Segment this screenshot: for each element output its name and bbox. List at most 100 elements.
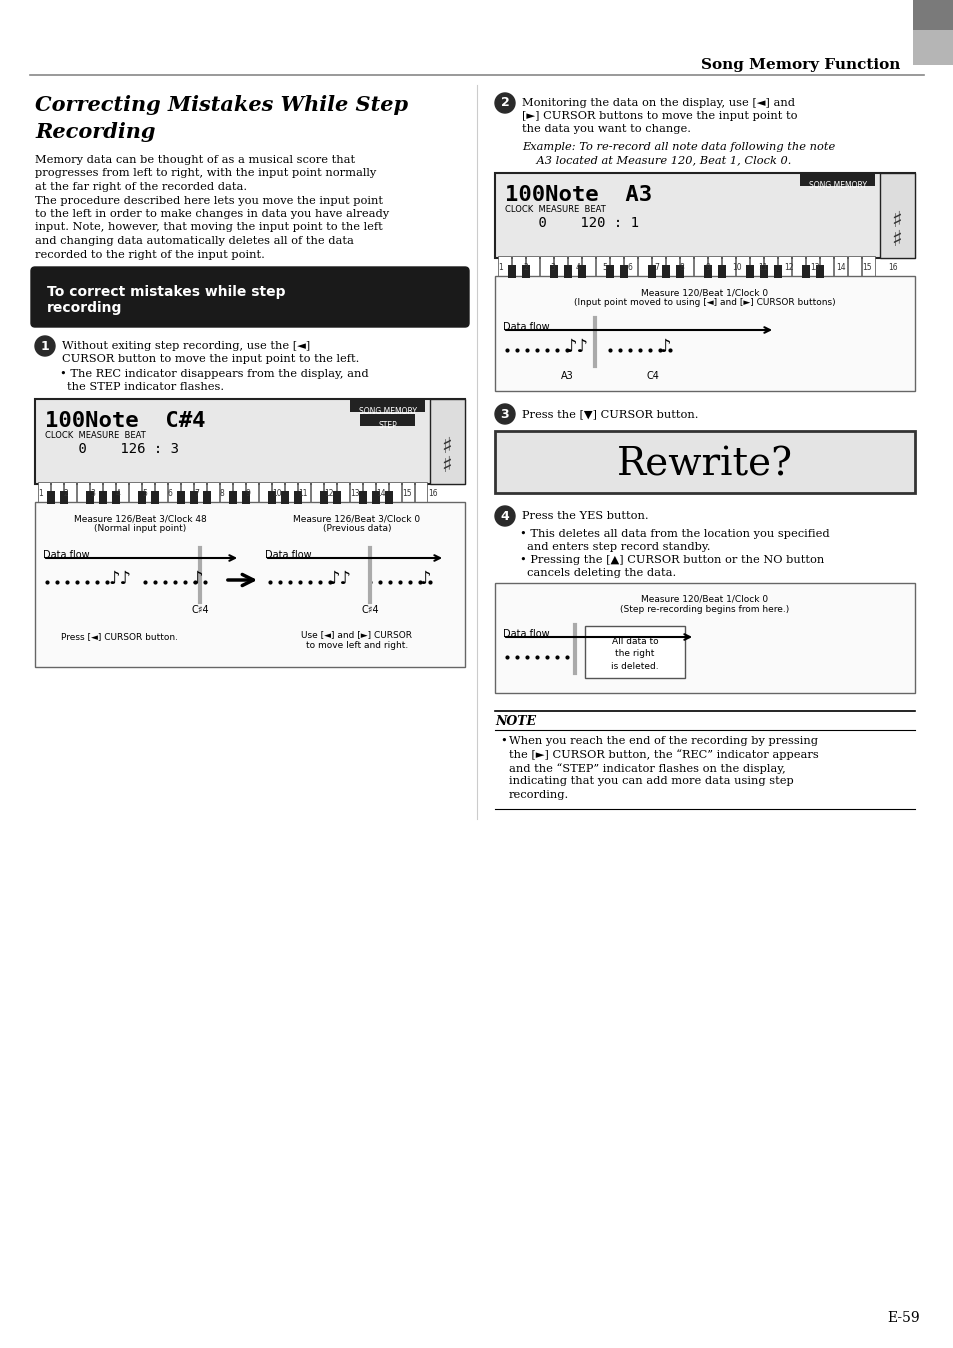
Bar (820, 256, 832, 278)
Bar (103, 483, 115, 504)
Circle shape (495, 506, 515, 526)
Text: ♯: ♯ (891, 231, 902, 249)
Bar (760, 266, 767, 278)
Text: 3: 3 (550, 263, 555, 272)
Bar (151, 491, 159, 504)
Text: The procedure described here lets you move the input point: The procedure described here lets you mo… (35, 195, 382, 205)
Bar (495, 582, 914, 693)
Text: 16: 16 (428, 489, 437, 497)
Bar (363, 483, 375, 504)
Bar (507, 266, 516, 278)
Bar (679, 256, 692, 278)
Text: to the left in order to make changes in data you have already: to the left in order to make changes in … (35, 209, 389, 218)
Text: E-59: E-59 (886, 1312, 919, 1325)
Bar (581, 256, 595, 278)
Text: C♯4: C♯4 (191, 605, 209, 615)
Text: 0    120 : 1: 0 120 : 1 (504, 216, 639, 231)
Text: Song Memory Function: Song Memory Function (700, 58, 899, 71)
Bar (749, 256, 762, 278)
Text: Press the YES button.: Press the YES button. (521, 511, 648, 520)
Text: C♯4: C♯4 (361, 605, 378, 615)
Bar (99, 491, 107, 504)
Bar (389, 483, 400, 504)
Text: [►] CURSOR buttons to move the input point to: [►] CURSOR buttons to move the input poi… (521, 111, 797, 121)
Bar (661, 266, 669, 278)
Text: • The REC indicator disappears from the display, and: • The REC indicator disappears from the … (60, 369, 368, 379)
Text: 100Note  C#4: 100Note C#4 (45, 411, 205, 431)
Text: CLOCK  MEASURE  BEAT: CLOCK MEASURE BEAT (504, 205, 605, 214)
Bar (177, 491, 185, 504)
Text: progresses from left to right, with the input point normally: progresses from left to right, with the … (35, 168, 375, 178)
Bar (207, 483, 219, 504)
Text: When you reach the end of the recording by pressing: When you reach the end of the recording … (509, 736, 817, 745)
Bar (693, 256, 706, 278)
Text: Rewrite?: Rewrite? (617, 446, 792, 484)
Text: • This deletes all data from the location you specified: • This deletes all data from the locatio… (519, 528, 829, 539)
Bar (495, 276, 914, 391)
Text: at the far right of the recorded data.: at the far right of the recorded data. (35, 182, 247, 191)
Bar (181, 483, 193, 504)
Text: 14: 14 (835, 263, 844, 272)
Bar (495, 431, 914, 493)
Bar (190, 491, 198, 504)
Bar (154, 483, 167, 504)
Bar (665, 256, 679, 278)
Text: ♪♪: ♪♪ (565, 338, 588, 356)
Bar (242, 491, 250, 504)
Text: the [►] CURSOR button, the “REC” indicator appears: the [►] CURSOR button, the “REC” indicat… (509, 749, 818, 760)
Bar (258, 483, 271, 504)
Text: the data you want to change.: the data you want to change. (521, 124, 690, 133)
Text: Measure 126/Beat 3/Clock 48: Measure 126/Beat 3/Clock 48 (73, 514, 206, 523)
Bar (401, 483, 414, 504)
Text: SONG MEMORY: SONG MEMORY (358, 407, 416, 417)
Bar (116, 483, 128, 504)
Bar (229, 491, 236, 504)
Text: 6: 6 (627, 263, 632, 272)
Text: 100Note  A3: 100Note A3 (504, 185, 652, 205)
Text: Example: To re-record all note data following the note: Example: To re-record all note data foll… (521, 142, 835, 152)
Text: (Input point moved to using [◄] and [►] CURSOR buttons): (Input point moved to using [◄] and [►] … (574, 298, 835, 307)
Text: Press the [▼] CURSOR button.: Press the [▼] CURSOR button. (521, 408, 698, 419)
Text: input. Note, however, that moving the input point to the left: input. Note, however, that moving the in… (35, 222, 382, 232)
Bar (912, 0, 953, 30)
Text: 15: 15 (401, 489, 411, 497)
Bar (268, 491, 275, 504)
Bar (554, 256, 566, 278)
Text: ♪♪: ♪♪ (328, 570, 351, 588)
FancyBboxPatch shape (30, 267, 469, 328)
Circle shape (495, 93, 515, 113)
Bar (385, 491, 393, 504)
Text: 4: 4 (576, 263, 580, 272)
Text: 8: 8 (220, 489, 225, 497)
Bar (707, 256, 720, 278)
Bar (47, 491, 55, 504)
Bar (596, 256, 608, 278)
Text: Data flow: Data flow (502, 322, 549, 332)
Bar (233, 483, 245, 504)
Bar (372, 491, 379, 504)
Bar (350, 483, 361, 504)
Bar (862, 256, 874, 278)
Bar (745, 266, 753, 278)
Text: 3: 3 (500, 407, 509, 421)
Text: 9: 9 (246, 489, 251, 497)
Bar (912, 30, 953, 65)
Bar (778, 256, 790, 278)
Bar (297, 483, 310, 504)
Text: (Normal input point): (Normal input point) (93, 524, 186, 532)
Bar (847, 256, 861, 278)
Bar (336, 483, 349, 504)
Bar (35, 501, 464, 667)
Bar (638, 256, 650, 278)
Text: 11: 11 (758, 263, 767, 272)
Text: recording.: recording. (509, 790, 569, 799)
Text: 8: 8 (679, 263, 684, 272)
Text: ♪: ♪ (418, 570, 431, 588)
Bar (311, 483, 323, 504)
Text: 1: 1 (41, 340, 50, 352)
Bar (86, 491, 94, 504)
Bar (138, 491, 146, 504)
Bar (791, 256, 804, 278)
Text: (Previous data): (Previous data) (322, 524, 391, 532)
Bar (619, 266, 627, 278)
